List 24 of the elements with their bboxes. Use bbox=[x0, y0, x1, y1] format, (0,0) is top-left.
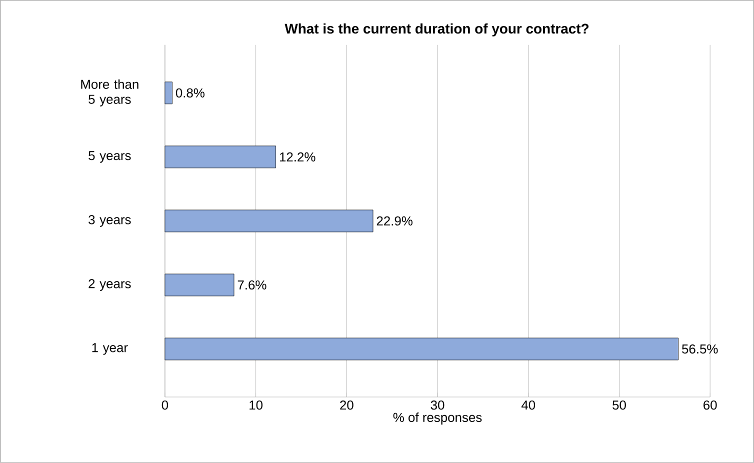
bar bbox=[164, 338, 678, 360]
bar bbox=[164, 82, 172, 104]
x-tick-label: 60 bbox=[704, 400, 717, 410]
y-tick-label: 1 year bbox=[92, 343, 128, 355]
bar bbox=[164, 146, 276, 168]
y-tick-label: More than 5 years bbox=[81, 79, 138, 106]
y-tick-label: 5 years bbox=[88, 151, 131, 163]
bar bbox=[164, 274, 234, 296]
x-axis-title: % of responses bbox=[393, 412, 482, 425]
x-tick-label: 10 bbox=[250, 400, 263, 410]
x-tick-label: 50 bbox=[612, 400, 626, 410]
data-label: 12.2% bbox=[280, 152, 316, 162]
data-label: 56.5% bbox=[682, 344, 718, 354]
chart-title: What is the current duration of your contract? bbox=[284, 23, 589, 36]
data-label: 22.9% bbox=[376, 216, 412, 226]
y-tick-label: 3 years bbox=[88, 215, 131, 227]
x-tick-label: 0 bbox=[162, 400, 168, 410]
data-label: 0.8% bbox=[176, 88, 204, 98]
x-tick-label: 40 bbox=[521, 400, 536, 410]
data-label: 7.6% bbox=[238, 280, 266, 290]
x-tick-label: 30 bbox=[430, 400, 444, 410]
x-tick-label: 20 bbox=[340, 400, 354, 410]
y-tick-label: 2 years bbox=[88, 279, 131, 291]
bar bbox=[164, 210, 374, 232]
